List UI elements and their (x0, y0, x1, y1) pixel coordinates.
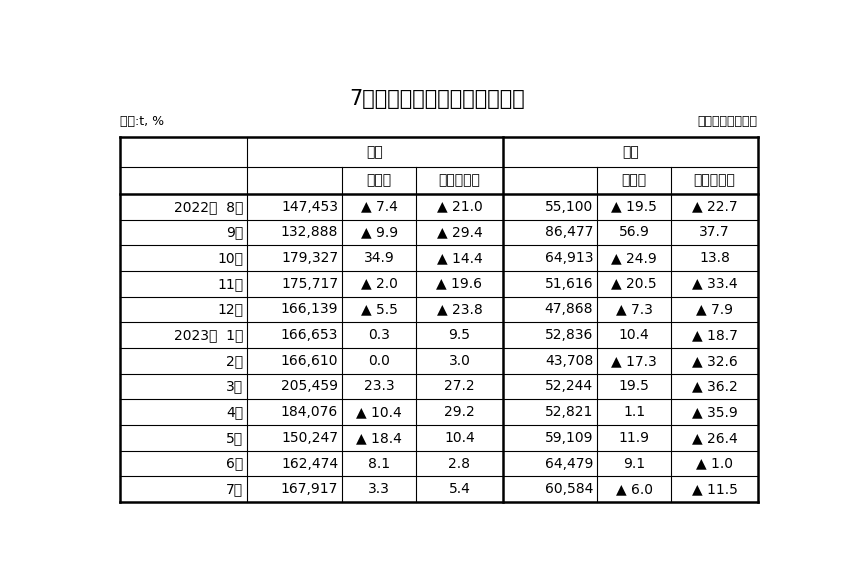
Text: ▲ 7.9: ▲ 7.9 (695, 302, 732, 316)
Text: 2022年  8月: 2022年 8月 (174, 200, 243, 214)
Text: ▲ 23.8: ▲ 23.8 (436, 302, 481, 316)
Text: 2.8: 2.8 (448, 456, 469, 471)
Text: 0.0: 0.0 (368, 354, 389, 368)
Text: 11月: 11月 (217, 277, 243, 291)
Text: 132,888: 132,888 (280, 226, 337, 239)
Text: 13.8: 13.8 (699, 251, 729, 265)
Text: 52,836: 52,836 (544, 328, 593, 342)
Text: 7月: 7月 (226, 482, 243, 496)
Text: 43,708: 43,708 (544, 354, 593, 368)
Text: ▲ 33.4: ▲ 33.4 (691, 277, 736, 291)
Text: 29.2: 29.2 (444, 405, 475, 419)
Text: 59,109: 59,109 (544, 431, 593, 445)
Text: 51,616: 51,616 (544, 277, 593, 291)
Text: 7月のエチレン換算輸出入実績: 7月のエチレン換算輸出入実績 (348, 89, 525, 108)
Text: 86,477: 86,477 (544, 226, 593, 239)
Text: 3月: 3月 (226, 379, 243, 393)
Text: 輸入: 輸入 (621, 145, 638, 159)
Text: 6月: 6月 (226, 456, 243, 471)
Text: ▲ 36.2: ▲ 36.2 (691, 379, 737, 393)
Text: 0.3: 0.3 (368, 328, 389, 342)
Text: 10.4: 10.4 (619, 328, 649, 342)
Text: 184,076: 184,076 (280, 405, 337, 419)
Text: 166,139: 166,139 (280, 302, 337, 316)
Text: ▲ 19.6: ▲ 19.6 (436, 277, 482, 291)
Text: 166,653: 166,653 (280, 328, 337, 342)
Text: 前月比: 前月比 (621, 173, 646, 187)
Text: ▲ 35.9: ▲ 35.9 (691, 405, 737, 419)
Text: ▲ 5.5: ▲ 5.5 (360, 302, 397, 316)
Text: ▲ 7.4: ▲ 7.4 (360, 200, 397, 214)
Text: ▲ 29.4: ▲ 29.4 (436, 226, 481, 239)
Text: 石油化学工業協会: 石油化学工業協会 (697, 115, 757, 128)
Text: 4月: 4月 (226, 405, 243, 419)
Text: 単位:t, %: 単位:t, % (119, 115, 164, 128)
Text: 前年同月比: 前年同月比 (693, 173, 734, 187)
Text: 5月: 5月 (226, 431, 243, 445)
Text: 60,584: 60,584 (544, 482, 593, 496)
Text: 10.4: 10.4 (444, 431, 475, 445)
Text: ▲ 10.4: ▲ 10.4 (356, 405, 401, 419)
Text: ▲ 11.5: ▲ 11.5 (691, 482, 737, 496)
Text: 12月: 12月 (217, 302, 243, 316)
Text: 3.0: 3.0 (448, 354, 469, 368)
Text: ▲ 18.7: ▲ 18.7 (691, 328, 737, 342)
Text: ▲ 26.4: ▲ 26.4 (691, 431, 737, 445)
Text: ▲ 20.5: ▲ 20.5 (611, 277, 656, 291)
Text: 19.5: 19.5 (619, 379, 649, 393)
Text: 175,717: 175,717 (280, 277, 337, 291)
Text: 2023年  1月: 2023年 1月 (174, 328, 243, 342)
Text: ▲ 1.0: ▲ 1.0 (695, 456, 732, 471)
Text: 5.4: 5.4 (448, 482, 469, 496)
Text: ▲ 6.0: ▲ 6.0 (615, 482, 652, 496)
Text: ▲ 19.5: ▲ 19.5 (611, 200, 657, 214)
Text: 10月: 10月 (217, 251, 243, 265)
Text: 23.3: 23.3 (364, 379, 394, 393)
Text: 205,459: 205,459 (281, 379, 337, 393)
Text: ▲ 2.0: ▲ 2.0 (360, 277, 397, 291)
Text: 11.9: 11.9 (618, 431, 649, 445)
Text: 37.7: 37.7 (699, 226, 729, 239)
Text: 輸出: 輸出 (366, 145, 383, 159)
Text: ▲ 24.9: ▲ 24.9 (611, 251, 656, 265)
Text: ▲ 21.0: ▲ 21.0 (436, 200, 481, 214)
Text: ▲ 32.6: ▲ 32.6 (691, 354, 737, 368)
Text: 150,247: 150,247 (281, 431, 337, 445)
Text: 64,479: 64,479 (544, 456, 593, 471)
Text: 2月: 2月 (226, 354, 243, 368)
Text: 9月: 9月 (226, 226, 243, 239)
Text: 167,917: 167,917 (280, 482, 337, 496)
Text: 3.3: 3.3 (368, 482, 389, 496)
Text: ▲ 7.3: ▲ 7.3 (615, 302, 652, 316)
Text: ▲ 14.4: ▲ 14.4 (436, 251, 481, 265)
Text: 64,913: 64,913 (544, 251, 593, 265)
Text: ▲ 9.9: ▲ 9.9 (360, 226, 397, 239)
Text: 147,453: 147,453 (281, 200, 337, 214)
Text: 9.5: 9.5 (448, 328, 469, 342)
Text: 47,868: 47,868 (544, 302, 593, 316)
Text: 27.2: 27.2 (444, 379, 475, 393)
Text: 8.1: 8.1 (368, 456, 389, 471)
Text: ▲ 18.4: ▲ 18.4 (356, 431, 401, 445)
Text: 前年同月比: 前年同月比 (438, 173, 480, 187)
Text: 162,474: 162,474 (280, 456, 337, 471)
Text: ▲ 17.3: ▲ 17.3 (611, 354, 656, 368)
Text: 52,821: 52,821 (544, 405, 593, 419)
Text: 34.9: 34.9 (363, 251, 394, 265)
Text: 1.1: 1.1 (623, 405, 645, 419)
Text: 前月比: 前月比 (366, 173, 391, 187)
Text: 52,244: 52,244 (544, 379, 593, 393)
Text: ▲ 22.7: ▲ 22.7 (691, 200, 736, 214)
Text: 9.1: 9.1 (623, 456, 645, 471)
Text: 179,327: 179,327 (280, 251, 337, 265)
Text: 166,610: 166,610 (280, 354, 337, 368)
Text: 55,100: 55,100 (544, 200, 593, 214)
Text: 56.9: 56.9 (619, 226, 649, 239)
